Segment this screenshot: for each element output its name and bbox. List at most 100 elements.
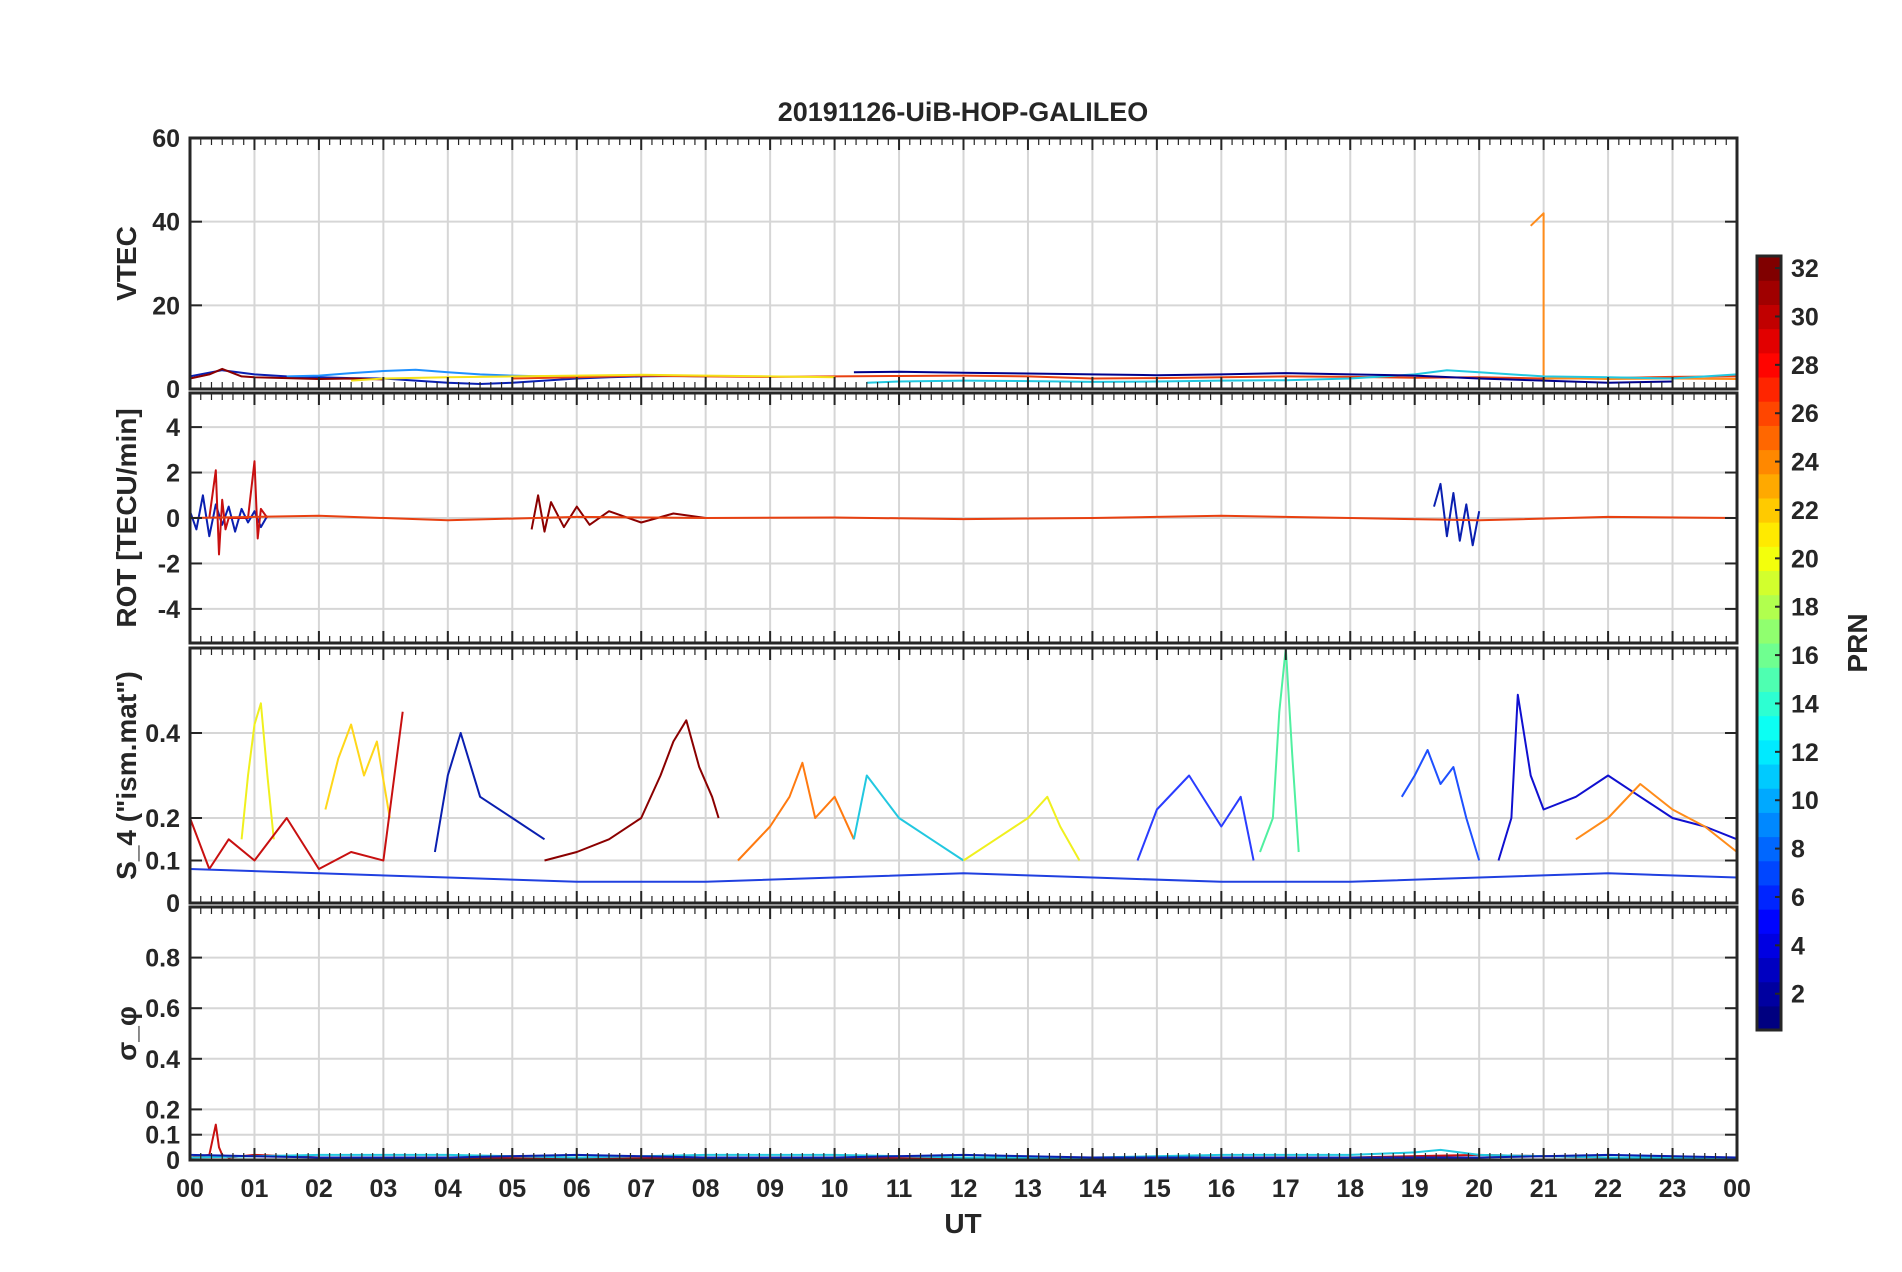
series-line <box>1400 749 1481 861</box>
y-tick-label: 2 <box>166 460 180 488</box>
colorbar-step <box>1757 957 1781 983</box>
series-line <box>1530 212 1738 380</box>
colorbar-step <box>1757 860 1781 886</box>
y-tick-label: 0.4 <box>145 1046 180 1074</box>
colorbar-step <box>1757 522 1781 547</box>
x-tick-label: 22 <box>1594 1175 1622 1203</box>
x-tick-label: 03 <box>369 1175 397 1203</box>
series-line <box>324 723 391 819</box>
x-tick-label: 16 <box>1207 1175 1235 1203</box>
colorbar-tick-label: 30 <box>1791 303 1819 331</box>
colorbar-step <box>1757 280 1781 305</box>
axes-frame <box>188 391 1739 645</box>
colorbar-tick-label: 10 <box>1791 787 1819 815</box>
series-line <box>1259 647 1300 853</box>
colorbar-label: PRN <box>1842 613 1873 672</box>
series-line <box>189 494 269 538</box>
x-tick-label: 14 <box>1079 1175 1107 1203</box>
x-tick-label: 20 <box>1465 1175 1493 1203</box>
series-line <box>853 370 1673 384</box>
y-tick-label: 0.2 <box>145 805 180 833</box>
x-tick-label: 04 <box>434 1175 462 1203</box>
x-tick-label: 00 <box>176 1175 204 1203</box>
x-tick-label: 02 <box>305 1175 333 1203</box>
colorbar-tick-label: 14 <box>1791 690 1819 718</box>
y-tick-label: 40 <box>152 209 180 237</box>
y-tick-label: 0 <box>166 505 180 533</box>
colorbar-tick-label: 6 <box>1791 884 1805 912</box>
y-tick-label: 0.2 <box>145 1096 180 1124</box>
x-tick-label: 23 <box>1659 1175 1687 1203</box>
x-tick-label: 06 <box>563 1175 591 1203</box>
y-axis-label: S_4 ("ism.mat") <box>111 671 142 880</box>
colorbar-step <box>1757 715 1781 741</box>
colorbar-tick-label: 8 <box>1791 836 1805 864</box>
x-tick-label: 01 <box>241 1175 269 1203</box>
colorbar-tick-label: 22 <box>1791 497 1819 525</box>
y-tick-label: 0.6 <box>145 995 180 1023</box>
panel-2: -4 -2 0 2 4 ROT [TECU/min] <box>111 391 1739 645</box>
colorbar-step <box>1757 328 1781 354</box>
x-tick-label: 21 <box>1530 1175 1558 1203</box>
colorbar-step <box>1757 1005 1781 1031</box>
colorbar-step <box>1757 570 1781 596</box>
colorbar-tick-label: 26 <box>1791 400 1819 428</box>
x-tick-label: 19 <box>1401 1175 1429 1203</box>
panel-3: 0 0.1 0.2 0.4S_4 ("ism.mat") <box>111 646 1739 918</box>
series-line <box>1575 783 1738 853</box>
colorbar-tick-label: 24 <box>1791 449 1819 477</box>
panel-4: 00.10.2 0.4 0.6 0.8 σ_φ 00 01 02 03 04 05 06 07 08 09 1… <box>111 905 1751 1203</box>
colorbar-step <box>1757 425 1781 451</box>
x-tick-label: 07 <box>627 1175 655 1203</box>
y-axis-label: σ_φ <box>111 1006 142 1061</box>
y-tick-label: 20 <box>152 292 180 320</box>
colorbar-step <box>1757 667 1781 692</box>
colorbar-tick-label: 20 <box>1791 545 1819 573</box>
x-tick-label: 10 <box>821 1175 849 1203</box>
x-tick-label: 05 <box>498 1175 526 1203</box>
colorbar-step <box>1757 618 1781 644</box>
x-tick-label: 12 <box>950 1175 978 1203</box>
y-tick-label: -2 <box>158 550 180 578</box>
x-axis-label: UT <box>944 1208 981 1239</box>
x-tick-label: 17 <box>1272 1175 1300 1203</box>
y-tick-label: 4 <box>166 414 180 442</box>
colorbar-step <box>1757 763 1781 789</box>
axes-frame <box>188 136 1739 391</box>
colorbar-step <box>1757 909 1781 934</box>
series-line <box>1433 482 1481 547</box>
colorbar-tick-label: 12 <box>1791 739 1819 767</box>
series-line <box>240 702 275 840</box>
y-axis-label: VTEC <box>111 226 142 301</box>
series-line <box>544 719 720 862</box>
y-tick-label: 0.1 <box>145 848 180 876</box>
x-tick-label: 13 <box>1014 1175 1042 1203</box>
series-line <box>189 367 384 381</box>
colorbar-frame <box>1755 254 1783 1032</box>
series-line <box>1497 693 1738 861</box>
colorbar-tick-label: 4 <box>1791 932 1805 960</box>
colorbar-step <box>1757 812 1781 838</box>
axes-frame <box>188 905 1739 1162</box>
series-line <box>530 494 706 533</box>
series-line <box>962 795 1081 862</box>
x-tick-label: 00 <box>1723 1175 1751 1203</box>
series-line <box>189 514 1738 522</box>
x-tick-label: 11 <box>886 1175 913 1203</box>
series-line <box>351 373 835 382</box>
series-line <box>208 460 269 556</box>
series-line <box>852 774 965 862</box>
y-tick-label: 60 <box>152 125 180 153</box>
y-tick-label: -4 <box>158 596 180 624</box>
chart-title: 20191126-UiB-HOP-GALILEO <box>778 97 1149 127</box>
colorbar-tick-label: 2 <box>1791 981 1805 1009</box>
series-line <box>189 711 404 870</box>
colorbar-tick-label: 28 <box>1791 352 1819 380</box>
panel-1: 0 20 40 60 VTEC <box>111 125 1739 404</box>
y-tick-label: 0 <box>166 376 180 404</box>
x-tick-label: 08 <box>692 1175 720 1203</box>
x-tick-label: 15 <box>1143 1175 1171 1203</box>
y-tick-label: 0.4 <box>145 720 180 748</box>
